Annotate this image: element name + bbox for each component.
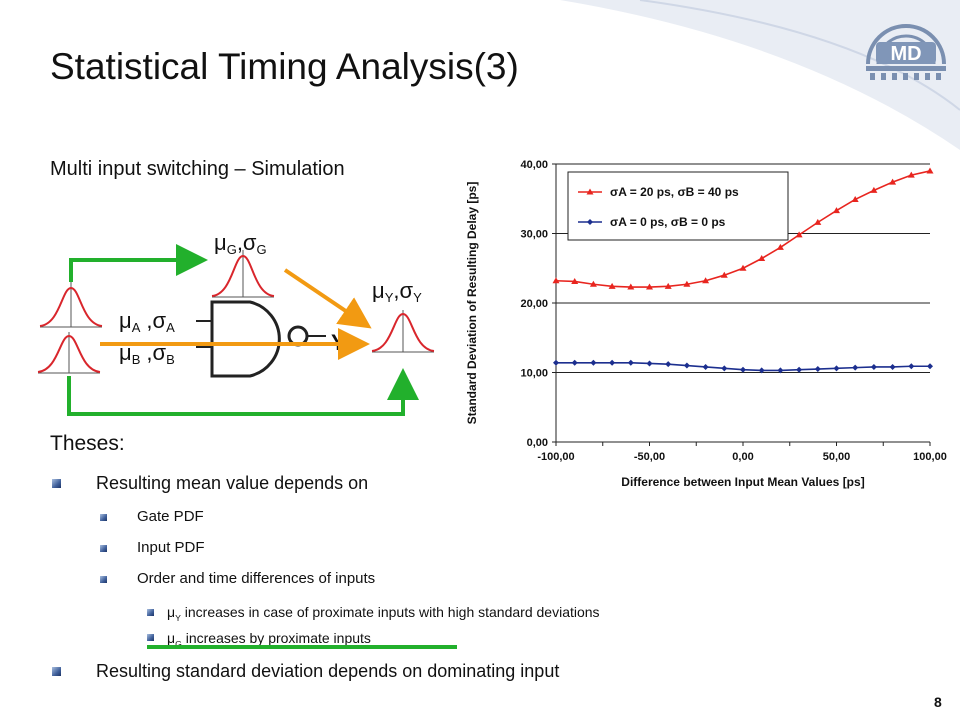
- data-point: [571, 359, 578, 366]
- y-tick-label: 0,00: [527, 437, 548, 449]
- data-point: [571, 277, 579, 284]
- x-tick-label: 50,00: [823, 451, 851, 463]
- label-output-params: μY,σY: [372, 278, 422, 305]
- bullet-mean-value: Resulting mean value depends on: [96, 473, 369, 493]
- y-axis-label: Standard Deviation of Resulting Delay [p…: [465, 182, 479, 425]
- bullet-icon: [100, 545, 107, 552]
- legend-label: σA = 0 ps, σB = 0 ps: [610, 215, 726, 229]
- data-point: [758, 367, 765, 374]
- data-point: [552, 277, 560, 284]
- bullet-mu-g: μG increases by proximate inputs: [167, 630, 371, 649]
- data-point: [627, 359, 634, 366]
- data-point: [683, 362, 690, 369]
- bullet-icon: [100, 576, 107, 583]
- data-point: [889, 178, 897, 185]
- data-point: [758, 255, 766, 262]
- theses-heading: Theses:: [50, 432, 125, 455]
- bullet-mu-y: μY increases in case of proximate inputs…: [167, 604, 600, 623]
- data-point: [721, 365, 728, 372]
- data-point: [814, 218, 822, 225]
- bullet-icon: [147, 609, 154, 616]
- x-axis-label: Difference between Input Mean Values [ps…: [621, 475, 864, 489]
- bullet-icon: [147, 634, 154, 641]
- legend-label: σA = 20 ps, σB = 40 ps: [610, 185, 739, 199]
- page-number: 8: [934, 694, 942, 710]
- bullet-gate-pdf: Gate PDF: [137, 508, 204, 525]
- data-point: [665, 361, 672, 368]
- data-point: [926, 167, 934, 174]
- data-point: [553, 359, 559, 366]
- label-input-b-params: μB ,σB: [119, 340, 175, 367]
- green-arrow-top: [69, 244, 208, 282]
- bullet-order-time: Order and time differences of inputs: [137, 570, 376, 587]
- legend-marker: [587, 219, 593, 225]
- data-point: [590, 359, 597, 366]
- bullet-input-pdf: Input PDF: [137, 539, 205, 556]
- x-tick-label: -50,00: [634, 451, 665, 463]
- legend-marker: [586, 188, 594, 195]
- bullet-icon: [52, 667, 61, 676]
- nand-gate: [196, 300, 326, 378]
- data-point: [833, 365, 840, 372]
- data-point: [776, 243, 784, 250]
- header-swoosh: [560, 0, 960, 150]
- data-point: [609, 359, 616, 366]
- pdf-input-b: [37, 332, 101, 374]
- slide-subtitle: Multi input switching – Simulation: [50, 158, 345, 180]
- bullet-icon: [52, 479, 61, 488]
- pdf-input-a: [39, 282, 103, 328]
- data-point: [907, 171, 915, 178]
- legend-box: [567, 171, 789, 241]
- data-point: [702, 277, 710, 284]
- data-point: [814, 366, 821, 373]
- slide-title: Statistical Timing Analysis(3): [50, 46, 519, 87]
- data-point: [740, 366, 746, 373]
- data-point: [833, 207, 840, 214]
- y-tick-label: 40,00: [520, 159, 548, 171]
- y-tick-label: 30,00: [520, 229, 548, 241]
- bullet-icon: [100, 514, 107, 521]
- data-point: [646, 283, 653, 290]
- data-point: [627, 283, 635, 290]
- green-arrow-bottom: [67, 368, 419, 416]
- data-point: [608, 282, 616, 289]
- data-point: [795, 231, 803, 238]
- data-point: [796, 366, 803, 373]
- data-point: [720, 271, 728, 278]
- timing-diagram: Y μG,σG μA ,σA μB ,σB μY,σY: [37, 230, 435, 416]
- data-point: [777, 367, 784, 374]
- logo-text: MD: [890, 43, 921, 65]
- bullet-std-deviation: Resulting standard deviation depends on …: [96, 661, 560, 681]
- pdf-output-y: [371, 310, 435, 353]
- data-point: [852, 364, 859, 371]
- data-point: [664, 282, 672, 289]
- orange-arrow-gate: [283, 268, 372, 329]
- data-point: [589, 280, 597, 287]
- data-point: [739, 264, 747, 271]
- green-strike-line: [147, 645, 457, 649]
- data-point: [702, 363, 709, 370]
- data-point: [870, 363, 877, 370]
- data-point: [851, 195, 859, 202]
- label-gate-params: μG,σG: [214, 230, 267, 257]
- pdf-gate: [211, 250, 275, 298]
- y-tick-label: 10,00: [520, 368, 548, 380]
- data-point: [870, 186, 878, 193]
- y-tick-label: 20,00: [520, 298, 548, 310]
- data-point: [683, 280, 691, 287]
- data-point: [889, 363, 896, 370]
- label-input-a-params: μA ,σA: [119, 308, 175, 335]
- data-point: [927, 363, 933, 370]
- x-tick-label: -100,00: [537, 451, 574, 463]
- data-point: [646, 360, 653, 367]
- x-tick-label: 0,00: [732, 451, 753, 463]
- std-deviation-chart: 0,00 10,00 20,00 30,00 40,00 -100,00 -50,00 0,0…: [465, 159, 947, 489]
- md-logo: MD: [866, 24, 946, 80]
- data-point: [908, 363, 915, 370]
- x-tick-label: 100,00: [913, 451, 947, 463]
